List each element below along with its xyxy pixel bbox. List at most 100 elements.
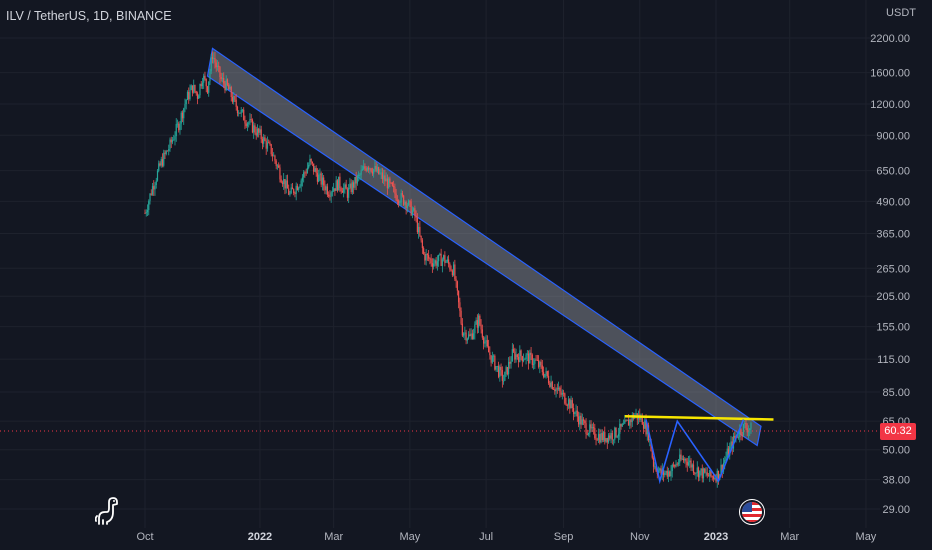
price-tick-label: 115.00 — [877, 354, 910, 366]
current-price-badge: 60.32 — [880, 423, 916, 440]
candle — [194, 84, 196, 94]
candle — [536, 354, 538, 362]
candle — [183, 107, 185, 125]
candle — [535, 355, 537, 361]
candle — [371, 167, 374, 176]
candle — [201, 77, 204, 90]
candle — [356, 174, 359, 186]
candle — [344, 182, 346, 194]
candle — [178, 121, 180, 133]
candle — [359, 172, 361, 181]
price-tick-label: 38.00 — [882, 475, 910, 487]
candle — [351, 180, 354, 195]
pattern-drawings[interactable] — [624, 415, 774, 485]
candle — [180, 110, 182, 130]
symbol-title: ILV / TetherUS, 1D, BINANCE — [6, 9, 172, 23]
time-axis[interactable]: Oct 2022 Mar May Jul Sep Nov 2023 Mar May — [136, 531, 876, 543]
candle — [671, 463, 673, 478]
candle — [585, 418, 587, 439]
candle — [626, 419, 628, 421]
candle — [299, 184, 301, 189]
candle — [572, 403, 575, 421]
candle — [438, 254, 440, 267]
candle — [256, 124, 259, 138]
candle — [471, 329, 473, 340]
candle — [672, 461, 675, 468]
w-pattern-line[interactable] — [645, 419, 745, 485]
candle — [571, 397, 573, 412]
candle — [199, 83, 201, 98]
candle — [240, 106, 242, 118]
candle — [589, 420, 591, 438]
candle — [145, 209, 147, 217]
candle — [175, 118, 177, 142]
candlestick-series — [144, 51, 752, 488]
candle — [554, 384, 556, 395]
candle — [316, 168, 319, 185]
price-axis[interactable]: USDT 2200.00 1600.00 1200.00 900.00 650.00 490… — [870, 7, 916, 516]
candle — [630, 418, 632, 429]
candle — [594, 423, 596, 440]
candle — [236, 105, 239, 117]
candle — [373, 168, 375, 178]
descending-channel[interactable] — [206, 47, 762, 447]
candle — [616, 435, 618, 439]
price-tick-label: 50.00 — [882, 445, 910, 457]
candle — [445, 259, 447, 264]
candle — [569, 398, 571, 414]
resistance-line[interactable] — [624, 415, 774, 421]
candle — [389, 176, 391, 188]
candle — [160, 156, 162, 168]
candle — [625, 419, 627, 422]
candle — [263, 133, 265, 148]
candle — [164, 150, 166, 159]
candle — [582, 417, 585, 426]
candle — [368, 165, 370, 173]
candle — [304, 170, 306, 178]
candle — [466, 337, 468, 344]
candle — [161, 153, 164, 168]
channel-band[interactable] — [206, 47, 762, 447]
candle — [696, 461, 698, 477]
candle — [566, 403, 568, 411]
candle — [169, 137, 171, 152]
candle — [642, 421, 645, 434]
candle — [499, 364, 501, 382]
candle — [515, 348, 517, 363]
candle — [674, 464, 676, 469]
candle — [428, 250, 430, 262]
candle — [401, 190, 403, 198]
candle — [258, 127, 260, 138]
us-flag-icon[interactable] — [739, 499, 765, 525]
candle — [450, 265, 452, 272]
candle — [153, 180, 155, 196]
candle — [234, 94, 236, 102]
candle — [215, 59, 217, 72]
candle — [692, 460, 695, 476]
price-axis-currency: USDT — [886, 7, 916, 19]
candle — [561, 389, 563, 400]
candle — [424, 251, 426, 265]
candle — [687, 456, 690, 467]
candle — [744, 420, 746, 429]
candle — [434, 258, 436, 267]
candle — [602, 430, 605, 442]
time-tick-label: Mar — [780, 531, 799, 543]
candle — [226, 78, 229, 87]
candle — [520, 349, 522, 361]
candle — [550, 375, 552, 389]
candle — [448, 255, 450, 268]
candle — [495, 366, 497, 372]
candle — [329, 190, 331, 201]
candle — [641, 413, 643, 425]
price-tick-label: 1200.00 — [870, 99, 910, 111]
candle — [419, 221, 421, 237]
candle — [378, 166, 380, 175]
candle — [529, 349, 531, 364]
candle — [681, 455, 683, 461]
candle — [645, 414, 647, 437]
candle — [221, 72, 224, 83]
candle — [726, 442, 728, 460]
candle — [399, 200, 401, 207]
